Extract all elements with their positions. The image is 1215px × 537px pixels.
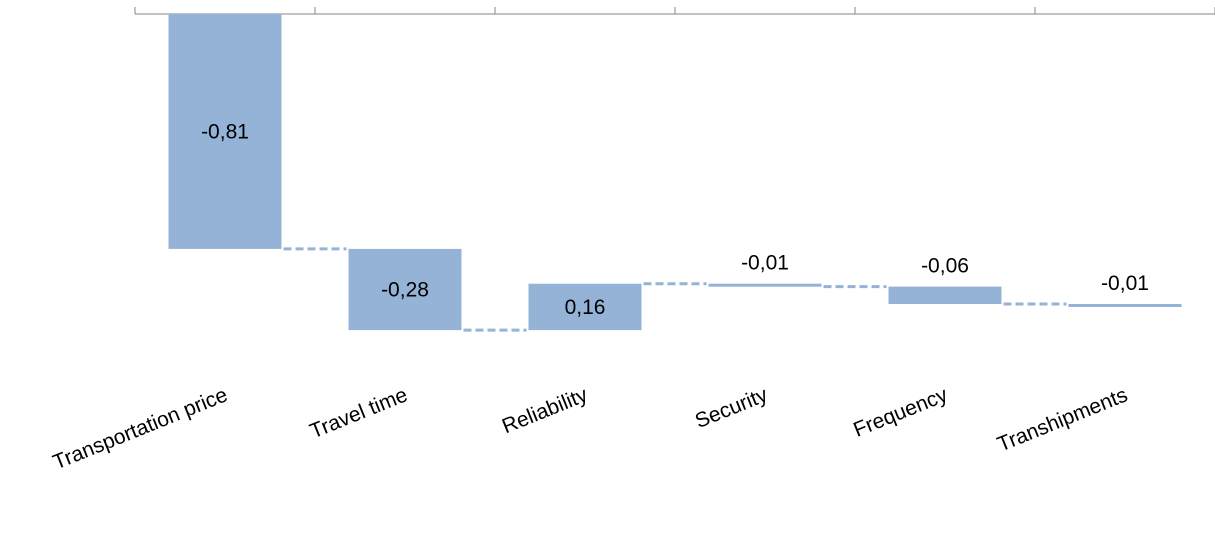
category-label: Frequency	[850, 383, 951, 442]
data-label: -0,01	[1101, 272, 1149, 295]
bar	[528, 283, 642, 331]
data-label: -0,01	[741, 252, 789, 275]
bar	[708, 283, 822, 287]
category-labels: Transportation price Travel time Reliabili…	[50, 383, 1131, 474]
category-label: Security	[692, 383, 771, 433]
category-axis	[134, 7, 1215, 15]
connector-lines	[283, 247, 1067, 332]
bar	[348, 248, 462, 331]
data-label: 0,16	[565, 296, 606, 319]
category-label: Transportation price	[50, 383, 231, 474]
bar	[1068, 304, 1182, 307]
data-label: -0,28	[381, 279, 429, 302]
data-label: -0,81	[201, 120, 249, 143]
bar	[888, 286, 1002, 304]
category-label: Travel time	[307, 383, 411, 443]
category-label: Transhipments	[994, 383, 1131, 456]
bars	[168, 14, 1182, 331]
category-label: Reliability	[499, 383, 591, 438]
data-labels: -0,81 -0,28 0,16 -0,01 -0,06 -0,01	[201, 120, 1149, 318]
data-label: -0,06	[921, 255, 969, 278]
bar	[168, 14, 282, 249]
